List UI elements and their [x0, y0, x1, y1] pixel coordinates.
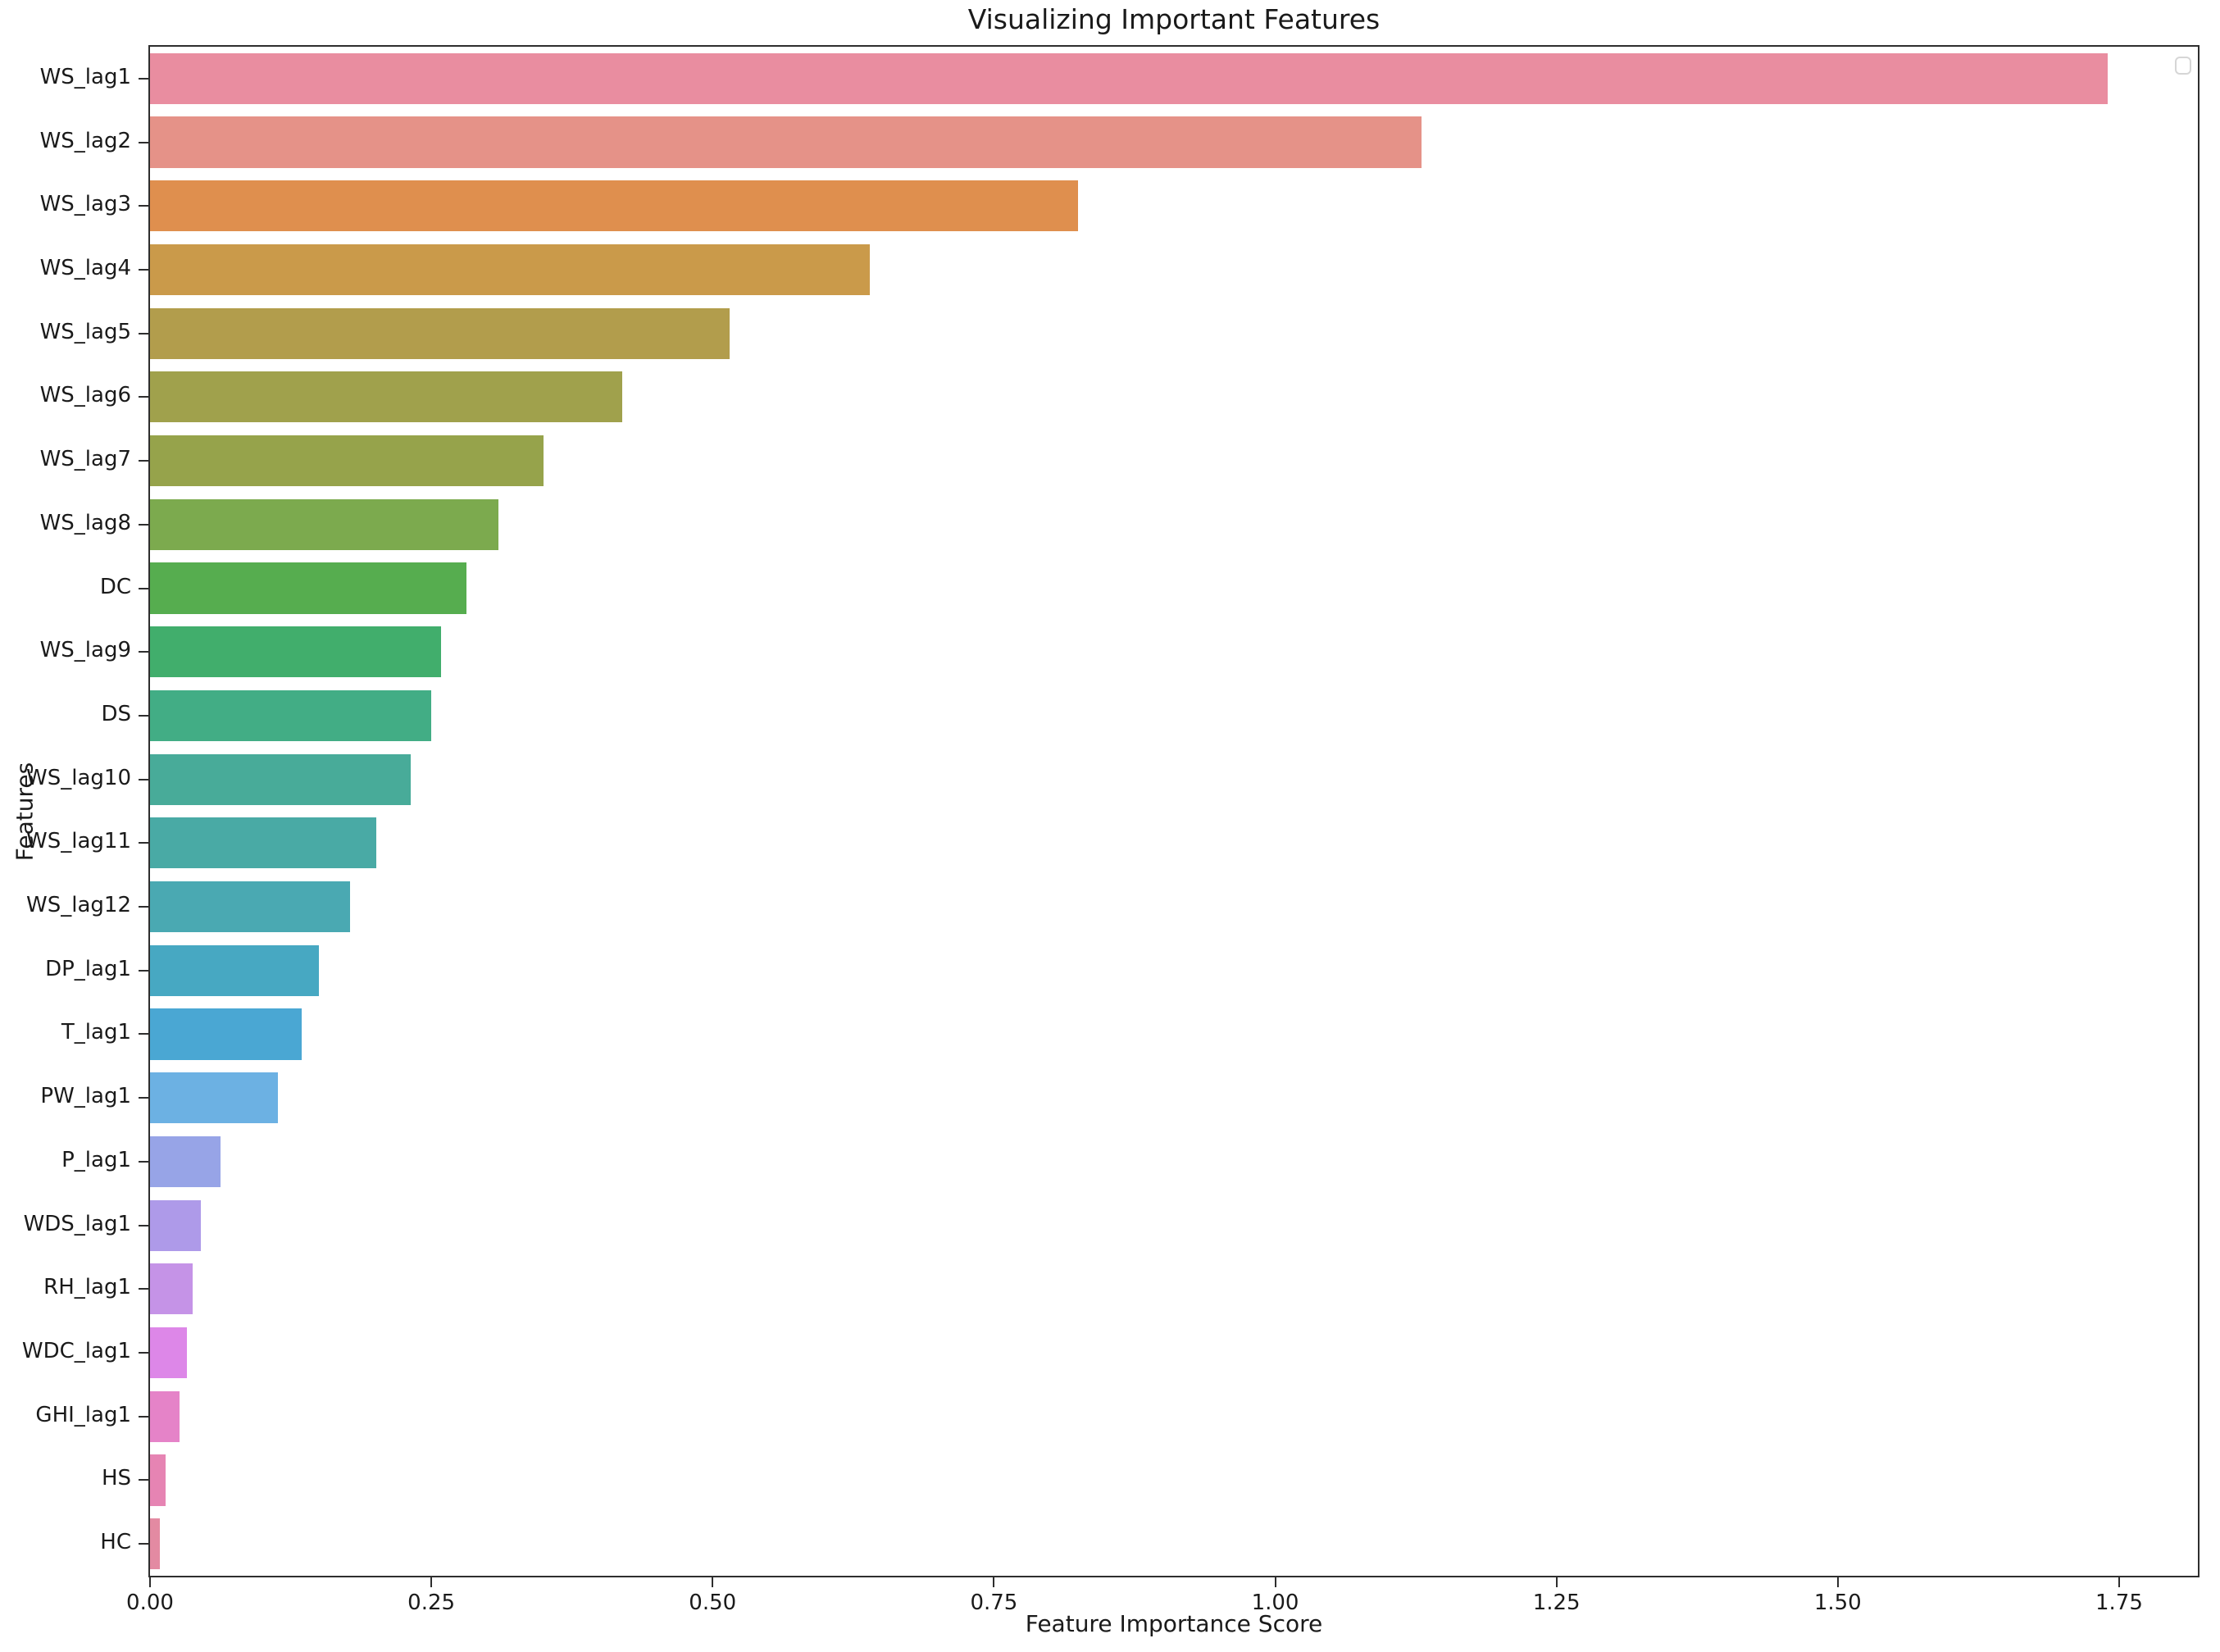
y-tick-label: GHI_lag1	[35, 1402, 131, 1427]
x-tick	[430, 1577, 433, 1587]
y-tick-label: WS_lag5	[39, 319, 131, 344]
bar	[150, 371, 623, 423]
y-tick-label: WS_lag10	[26, 765, 131, 790]
y-tick-label: WS_lag12	[26, 893, 131, 918]
y-tick	[139, 1543, 148, 1545]
x-tick	[1836, 1577, 1839, 1587]
y-tick	[139, 1224, 148, 1226]
x-tick-label: 0.00	[126, 1591, 174, 1615]
chart-title: Visualizing Important Features	[967, 3, 1381, 35]
y-tick-label: PW_lag1	[40, 1084, 131, 1109]
bar	[150, 116, 1422, 168]
y-tick-label: DS	[101, 701, 131, 726]
bar	[150, 1263, 193, 1315]
x-tick-label: 0.25	[407, 1591, 456, 1615]
x-tick	[1274, 1577, 1276, 1587]
y-tick-label: WDC_lag1	[21, 1339, 131, 1364]
y-tick-label: WS_lag1	[39, 64, 131, 89]
bar	[150, 817, 376, 869]
y-tick	[139, 906, 148, 908]
bar	[150, 307, 730, 359]
bar	[150, 498, 499, 550]
y-tick-label: T_lag1	[61, 1020, 131, 1045]
y-tick	[139, 205, 148, 207]
bar	[150, 753, 412, 805]
y-tick	[139, 1160, 148, 1163]
y-tick-label: DP_lag1	[45, 956, 131, 981]
bar	[150, 1454, 166, 1506]
x-tick	[2118, 1577, 2120, 1587]
y-tick	[139, 714, 148, 717]
y-tick	[139, 1097, 148, 1099]
y-tick	[139, 842, 148, 844]
y-tick-label: WS_lag6	[39, 383, 131, 408]
y-tick-label: WS_lag8	[39, 510, 131, 535]
x-tick-label: 0.50	[689, 1591, 737, 1615]
y-tick-label: WS_lag11	[26, 829, 131, 854]
bar	[150, 881, 351, 933]
x-axis-label: Feature Importance Score	[1025, 1610, 1323, 1637]
bar	[150, 689, 432, 741]
y-tick	[139, 1479, 148, 1481]
y-tick	[139, 523, 148, 526]
bar	[150, 1008, 303, 1060]
y-tick-label: HS	[101, 1466, 131, 1491]
y-tick	[139, 460, 148, 462]
y-tick	[139, 1352, 148, 1354]
y-tick-label: WDS_lag1	[23, 1211, 131, 1236]
x-tick-label: 1.00	[1251, 1591, 1299, 1615]
bar	[150, 1199, 201, 1251]
x-tick-label: 0.75	[970, 1591, 1018, 1615]
bar	[150, 52, 2109, 104]
x-tick	[993, 1577, 995, 1587]
x-tick-label: 1.75	[2095, 1591, 2143, 1615]
y-tick	[139, 1033, 148, 1035]
y-tick-label: WS_lag9	[39, 638, 131, 663]
y-tick	[139, 396, 148, 398]
y-tick-labels: WS_lag1 WS_lag2 WS_lag3 WS_lag4 WS_lag5 WS_la…	[0, 45, 131, 1577]
x-tick	[712, 1577, 714, 1587]
bar	[150, 1327, 188, 1379]
bar	[150, 1518, 161, 1570]
y-tick-label: WS_lag4	[39, 255, 131, 280]
y-tick-label: WS_lag2	[39, 128, 131, 153]
legend-box	[2175, 57, 2191, 75]
bar	[150, 626, 442, 678]
bar	[150, 243, 871, 296]
y-tick	[139, 778, 148, 780]
y-tick	[139, 969, 148, 972]
bar	[150, 435, 544, 487]
y-tick-label: P_lag1	[61, 1147, 131, 1172]
x-tick-label: 1.50	[1813, 1591, 1862, 1615]
x-tick	[1555, 1577, 1558, 1587]
y-tick-label: WS_lag7	[39, 447, 131, 472]
y-tick	[139, 1415, 148, 1418]
bar	[150, 944, 319, 996]
y-tick	[139, 587, 148, 589]
bar	[150, 562, 466, 614]
y-tick	[139, 268, 148, 271]
x-tick	[149, 1577, 151, 1587]
y-tick-label: RH_lag1	[43, 1275, 131, 1300]
y-tick	[139, 1288, 148, 1290]
bar	[150, 180, 1079, 232]
y-tick	[139, 651, 148, 653]
y-tick-label: HC	[100, 1530, 131, 1555]
y-tick-label: DC	[99, 574, 131, 599]
plot-area: 0.00 0.25 0.50 0.75 1.00 1.25 1.50 1.75	[126, 45, 2200, 1615]
y-tick-label: WS_lag3	[39, 192, 131, 217]
y-tick	[139, 332, 148, 334]
x-tick-label: 1.25	[1532, 1591, 1581, 1615]
bar	[150, 1135, 221, 1187]
bar	[150, 1072, 279, 1124]
y-tick	[139, 141, 148, 143]
bar	[150, 1390, 180, 1442]
y-tick	[139, 77, 148, 80]
